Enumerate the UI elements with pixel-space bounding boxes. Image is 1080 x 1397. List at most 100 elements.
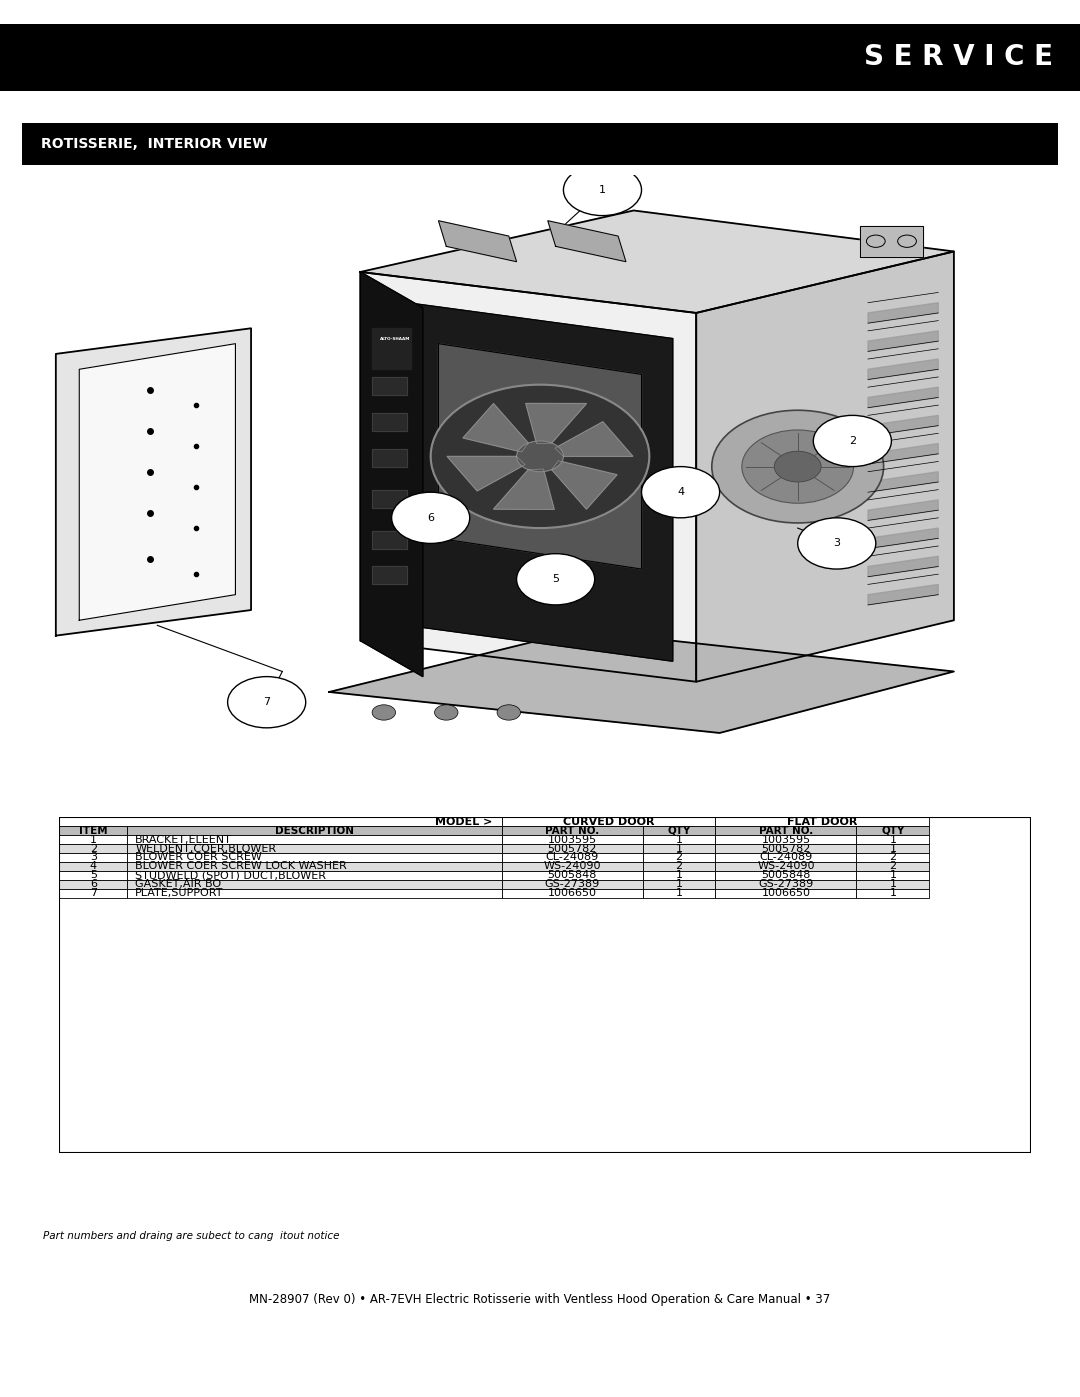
Bar [501, 862, 643, 870]
Text: 7: 7 [90, 888, 97, 898]
Text: 6: 6 [90, 879, 97, 890]
Polygon shape [329, 630, 954, 733]
Polygon shape [56, 328, 251, 636]
Polygon shape [555, 422, 633, 457]
Text: 1: 1 [90, 834, 97, 845]
Polygon shape [868, 331, 939, 351]
Bar [373, 567, 407, 584]
Bar [373, 489, 407, 507]
Text: BLOWER COER SCREW LOCK WASHER: BLOWER COER SCREW LOCK WASHER [135, 862, 347, 872]
Bar [501, 888, 643, 898]
Circle shape [564, 165, 642, 215]
Polygon shape [868, 387, 939, 408]
Bar [715, 880, 856, 888]
Bar [373, 448, 407, 467]
Circle shape [516, 553, 595, 605]
Text: STUDWELD (SPOT) DUCT,BLOWER: STUDWELD (SPOT) DUCT,BLOWER [135, 870, 326, 880]
Bar [127, 862, 501, 870]
Bar [59, 817, 501, 826]
Bar [643, 854, 715, 862]
Text: 1003595: 1003595 [761, 834, 810, 845]
Text: 5005782: 5005782 [548, 844, 597, 854]
Circle shape [798, 518, 876, 569]
Bar [643, 844, 715, 854]
Text: MODEL >: MODEL > [434, 817, 491, 827]
Text: 4: 4 [90, 862, 97, 872]
Bar [643, 880, 715, 888]
Text: 4: 4 [677, 488, 684, 497]
Text: CURVED DOOR: CURVED DOOR [563, 817, 654, 827]
Text: QTY: QTY [667, 826, 691, 835]
Bar [501, 844, 643, 854]
Text: Part numbers and draing are subect to cang  itout notice: Part numbers and draing are subect to ca… [43, 1231, 340, 1242]
Text: MODEL >: MODEL > [2, 817, 59, 827]
Circle shape [516, 441, 564, 472]
Text: GASKET,AIR BO: GASKET,AIR BO [135, 879, 221, 890]
Bar [59, 854, 127, 862]
Bar [59, 862, 127, 870]
Bar [127, 835, 501, 844]
Bar [59, 870, 127, 880]
Text: S E R V I C E: S E R V I C E [864, 43, 1053, 71]
Text: 3: 3 [90, 852, 97, 862]
Text: DESCRIPTION: DESCRIPTION [275, 826, 354, 835]
Polygon shape [79, 344, 235, 620]
Bar [127, 826, 501, 835]
Polygon shape [447, 457, 525, 490]
Polygon shape [868, 359, 939, 380]
Text: 2: 2 [675, 852, 683, 862]
Bar [127, 854, 501, 862]
Text: 1: 1 [676, 870, 683, 880]
Text: 2: 2 [889, 862, 896, 872]
Bar [715, 854, 856, 862]
Text: CL-24089: CL-24089 [545, 852, 598, 862]
Circle shape [228, 676, 306, 728]
Circle shape [774, 451, 821, 482]
Text: 1: 1 [890, 834, 896, 845]
Bar [715, 844, 856, 854]
Bar [0, 24, 1080, 91]
Polygon shape [361, 272, 423, 676]
Polygon shape [868, 444, 939, 464]
Polygon shape [438, 221, 516, 261]
Bar [715, 826, 856, 835]
Bar [856, 826, 929, 835]
Bar [59, 817, 501, 826]
Text: WELDENT,COER,BLOWER: WELDENT,COER,BLOWER [135, 844, 276, 854]
Text: 5: 5 [552, 574, 559, 584]
Bar [127, 888, 501, 898]
Text: QTY: QTY [881, 826, 905, 835]
Text: GS-27389: GS-27389 [544, 879, 599, 890]
Polygon shape [868, 528, 939, 549]
Bar [501, 854, 643, 862]
Bar [715, 862, 856, 870]
Circle shape [431, 384, 649, 528]
Polygon shape [526, 404, 586, 444]
Bar [643, 826, 715, 835]
Text: ROTISSERIE,  INTERIOR VIEW: ROTISSERIE, INTERIOR VIEW [41, 137, 268, 151]
Polygon shape [494, 469, 554, 510]
Polygon shape [868, 303, 939, 323]
Bar [59, 826, 127, 835]
Text: 1003595: 1003595 [548, 834, 596, 845]
Text: CL-24089: CL-24089 [759, 852, 812, 862]
Bar [856, 835, 929, 844]
Bar [856, 880, 929, 888]
Bar [373, 567, 407, 584]
Circle shape [742, 430, 853, 503]
Text: FLAT DOOR: FLAT DOOR [787, 817, 858, 827]
Bar [373, 531, 407, 549]
Polygon shape [438, 344, 642, 569]
Text: 5005782: 5005782 [761, 844, 811, 854]
Polygon shape [548, 221, 626, 261]
Text: WS-24090: WS-24090 [757, 862, 814, 872]
Circle shape [392, 492, 470, 543]
Text: 1: 1 [890, 870, 896, 880]
Text: 1: 1 [599, 184, 606, 196]
Bar [501, 826, 643, 835]
Bar [127, 880, 501, 888]
Circle shape [434, 704, 458, 721]
Text: 1: 1 [676, 844, 683, 854]
Text: 1: 1 [890, 844, 896, 854]
Circle shape [642, 467, 719, 518]
